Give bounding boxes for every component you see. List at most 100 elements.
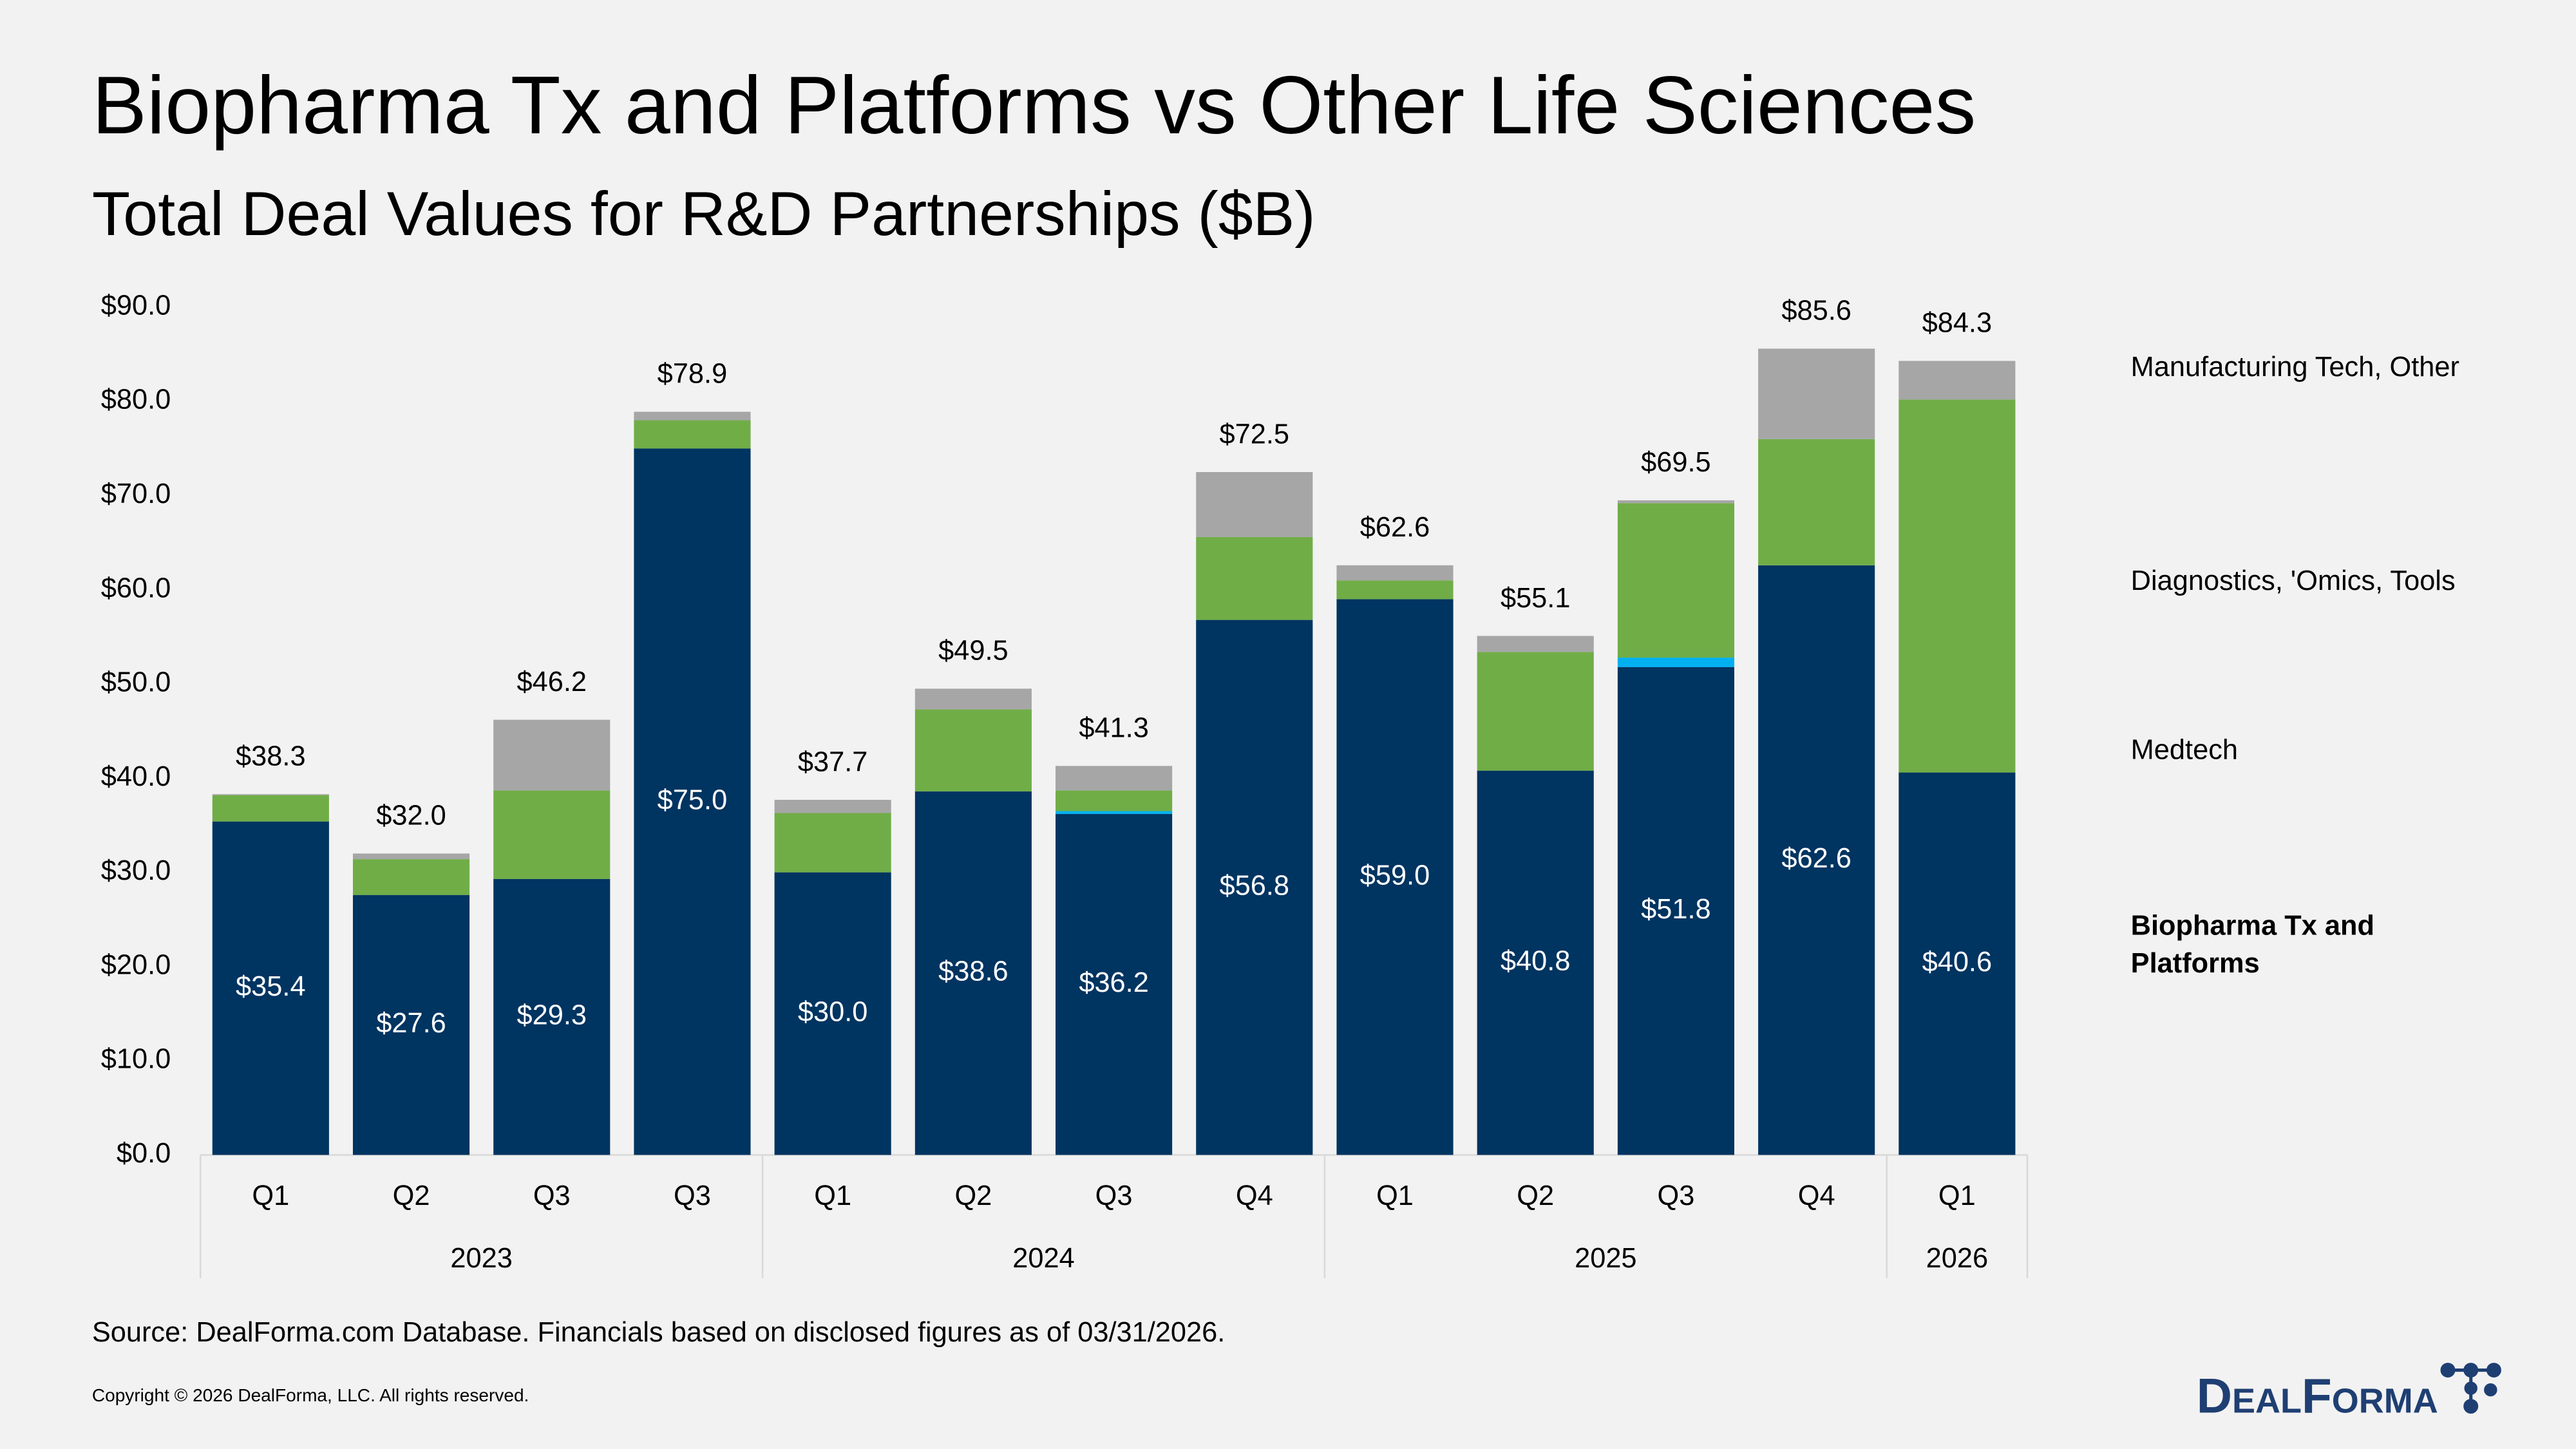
bar-segment xyxy=(212,794,329,795)
bar-segment xyxy=(1617,658,1734,667)
total-label: $49.5 xyxy=(938,636,1009,667)
y-tick-label: $50.0 xyxy=(101,667,171,698)
x-tick-label: Q2 xyxy=(954,1180,992,1211)
bar-value-label: $40.6 xyxy=(1922,947,1993,978)
total-label: $41.3 xyxy=(1079,713,1149,744)
total-label: $85.6 xyxy=(1781,296,1852,327)
bar-value-label: $59.0 xyxy=(1360,860,1430,891)
x-tick-label: Q3 xyxy=(1658,1180,1695,1211)
bar-segment xyxy=(1477,770,1594,1155)
x-tick-label: Q2 xyxy=(1517,1180,1554,1211)
legend-label: Diagnostics, 'Omics, Tools xyxy=(2130,565,2456,597)
bar-segment xyxy=(493,878,611,1155)
y-tick-label: $70.0 xyxy=(101,478,171,509)
x-tick-label: Q1 xyxy=(814,1180,851,1211)
total-label: $37.7 xyxy=(798,746,868,777)
total-label: $32.0 xyxy=(376,800,446,831)
y-tick-label: $0.0 xyxy=(117,1138,171,1169)
bar-segment xyxy=(352,859,470,895)
bar-segment xyxy=(1336,599,1454,1155)
logo: DealForma xyxy=(2197,1369,2438,1424)
legend-entry: Biopharma Tx and Platforms xyxy=(2130,910,2375,980)
bar-segment xyxy=(1758,348,1875,439)
y-tick-label: $60.0 xyxy=(101,573,171,603)
group-label: 2025 xyxy=(1575,1243,1636,1274)
group-label: 2024 xyxy=(1012,1243,1074,1274)
x-tick-label: Q1 xyxy=(1938,1180,1976,1211)
bar-segment xyxy=(352,853,470,860)
x-tick-label: Q4 xyxy=(1798,1180,1835,1211)
x-tick-label: Q2 xyxy=(393,1180,430,1211)
bar-segment xyxy=(914,688,1032,710)
bar-value-label: $40.8 xyxy=(1501,945,1571,976)
bar-segment xyxy=(914,791,1032,1155)
bar-segment xyxy=(1196,620,1313,1155)
bar-segment xyxy=(1336,565,1454,581)
group-label: 2023 xyxy=(450,1243,512,1274)
x-tick-label: Q3 xyxy=(533,1180,571,1211)
x-tick-label: Q1 xyxy=(252,1180,289,1211)
legend-label: Biopharma Tx and Platforms xyxy=(2130,910,2375,980)
bar-segment xyxy=(1056,813,1173,1155)
bar-value-label: $51.8 xyxy=(1641,894,1711,925)
bar-value-label: $30.0 xyxy=(798,996,868,1027)
bar-value-label: $62.6 xyxy=(1781,843,1852,874)
total-label: $72.5 xyxy=(1220,419,1290,450)
bar-segment xyxy=(634,448,751,1155)
bar-segment xyxy=(774,813,891,873)
copyright: Copyright © 2026 DealForma, LLC. All rig… xyxy=(92,1385,529,1405)
bar-segment xyxy=(914,709,1032,791)
bar-segment xyxy=(1196,536,1313,620)
total-label: $84.3 xyxy=(1922,308,1993,339)
bar-segment xyxy=(634,412,751,421)
y-tick-label: $40.0 xyxy=(101,761,171,792)
bar-segment xyxy=(1056,766,1173,791)
group-label: 2026 xyxy=(1926,1243,1988,1274)
x-tick-label: Q3 xyxy=(674,1180,711,1211)
total-label: $38.3 xyxy=(236,741,306,772)
x-tick-label: Q3 xyxy=(1095,1180,1133,1211)
legend-label: Manufacturing Tech, Other xyxy=(2130,351,2459,383)
bar-segment xyxy=(1758,565,1875,1155)
bar-segment xyxy=(1617,500,1734,504)
bar-segment xyxy=(1056,790,1173,811)
bar-value-label: $36.2 xyxy=(1079,967,1149,998)
bar-segment xyxy=(1056,811,1173,814)
legend-entry: Manufacturing Tech, Other xyxy=(2130,351,2459,383)
legend-label: Medtech xyxy=(2130,734,2239,766)
y-tick-label: $30.0 xyxy=(101,855,171,886)
bar-value-label: $56.8 xyxy=(1220,870,1290,901)
bar-segment xyxy=(1899,399,2016,773)
bar-segment xyxy=(493,719,611,791)
chart-title: Biopharma Tx and Platforms vs Other Life… xyxy=(92,60,1976,151)
bar-segment xyxy=(1196,471,1313,537)
total-label: $78.9 xyxy=(658,359,728,390)
bar-segment xyxy=(1617,667,1734,1155)
bar-segment xyxy=(212,795,329,822)
bar-segment xyxy=(1899,361,2016,400)
chart-subtitle: Total Deal Values for R&D Partnerships (… xyxy=(92,178,1316,249)
total-label: $55.1 xyxy=(1501,583,1571,614)
bar-segment xyxy=(1477,636,1594,652)
y-tick-label: $80.0 xyxy=(101,384,171,415)
y-tick-label: $20.0 xyxy=(101,949,171,980)
total-label: $62.6 xyxy=(1360,512,1430,543)
bar-segment xyxy=(1336,580,1454,600)
bar-segment xyxy=(774,799,891,813)
x-tick-label: Q1 xyxy=(1376,1180,1414,1211)
bar-value-label: $35.4 xyxy=(236,971,306,1002)
legend-entry: Medtech xyxy=(2130,734,2239,766)
bar-segment xyxy=(1477,652,1594,771)
bar-value-label: $75.0 xyxy=(658,784,728,815)
bar-value-label: $38.6 xyxy=(938,956,1009,987)
total-label: $46.2 xyxy=(516,667,587,697)
bar-segment xyxy=(493,790,611,879)
bar-segment xyxy=(634,420,751,449)
y-tick-label: $10.0 xyxy=(101,1044,171,1075)
logo-icon xyxy=(2440,1363,2501,1414)
bar-segment xyxy=(1617,503,1734,658)
bar-segment xyxy=(774,872,891,1155)
total-label: $69.5 xyxy=(1641,447,1711,478)
bar-segment xyxy=(1899,772,2016,1155)
